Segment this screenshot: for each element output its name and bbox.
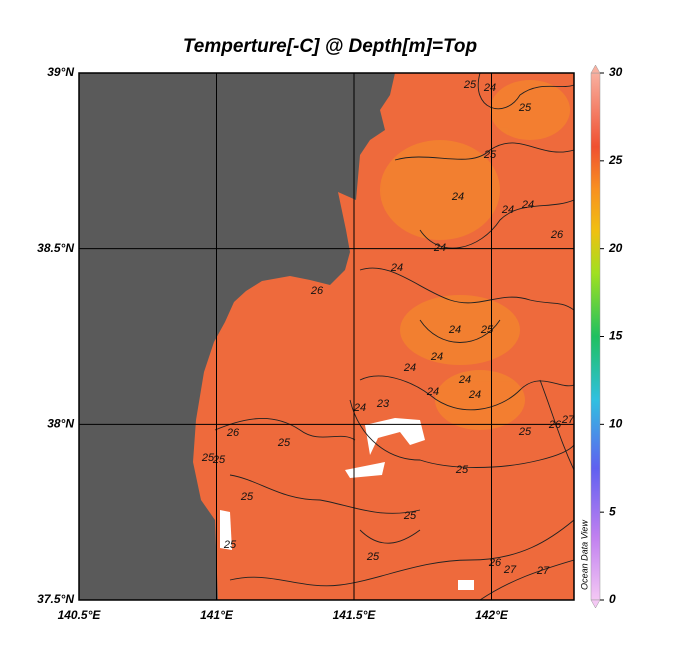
contour-label: 25	[240, 491, 254, 503]
warm-patches	[380, 80, 570, 430]
contour-label: 24	[390, 262, 403, 274]
contour-label: 25	[518, 426, 532, 438]
colorbar-tick-label: 25	[608, 153, 623, 167]
colorbar-tick-label: 5	[609, 504, 616, 518]
x-tick-label: 142°E	[475, 608, 509, 622]
contour-label: 27	[536, 565, 550, 577]
colorbar-tick-label: 15	[609, 329, 623, 343]
x-tick-label: 140.5°E	[58, 608, 102, 622]
contour-label: 25	[463, 79, 477, 91]
x-tick-label: 141.5°E	[333, 608, 377, 622]
plot-frame	[78, 72, 575, 601]
contour-label: 24	[483, 82, 496, 94]
watermark: Ocean Data View	[579, 520, 589, 590]
contour-label: 25	[455, 464, 469, 476]
contour-label: 23	[376, 398, 390, 410]
contour-label: 24	[448, 324, 461, 336]
contour-label: 25	[223, 539, 237, 551]
contour-label: 24	[451, 191, 464, 203]
colorbar-tick-label: 0	[609, 592, 616, 606]
contour-label: 27	[561, 414, 575, 426]
contour-label: 25	[277, 437, 291, 449]
y-tick-label: 38°N	[47, 417, 74, 431]
colorbar-tick-label: 20	[608, 241, 623, 255]
contour-label: 24	[353, 402, 366, 414]
contour-label: 24	[433, 242, 446, 254]
colorbar-tick-label: 30	[609, 65, 623, 79]
contour-label: 25	[201, 452, 215, 464]
y-tick-label: 37.5°N	[37, 592, 74, 606]
contour-label: 27	[503, 564, 517, 576]
contour-label: 25	[366, 551, 380, 563]
contour-label: 24	[426, 386, 439, 398]
colorbar	[590, 72, 601, 601]
contour-label: 25	[480, 324, 494, 336]
contour-label: 25	[403, 510, 417, 522]
contour-label: 26	[310, 285, 324, 297]
contour-label: 24	[430, 351, 443, 363]
contour-label: 24	[403, 362, 416, 374]
y-tick-label: 39°N	[47, 65, 74, 79]
map-title: Temperture[-C] @ Depth[m]=Top	[183, 36, 477, 57]
contour-label: 25	[483, 149, 497, 161]
contour-label: 24	[458, 374, 471, 386]
contour-label: 26	[488, 557, 502, 569]
contour-label: 25	[212, 454, 226, 466]
x-tick-label: 141°E	[200, 608, 234, 622]
contour-lines	[214, 73, 574, 600]
colorbar-tick-label: 10	[609, 417, 623, 431]
no-data-patches	[220, 418, 474, 590]
contour-label: 25	[518, 102, 532, 114]
colorbar-bottom-arrow	[590, 599, 601, 609]
contour-label: 24	[468, 389, 481, 401]
contour-label: 26	[226, 427, 240, 439]
colorbar-top-arrow	[590, 64, 601, 74]
land	[79, 73, 395, 600]
contour-label: 26	[548, 419, 562, 431]
contour-label: 26	[550, 229, 564, 241]
y-tick-label: 38.5°N	[37, 241, 74, 255]
contour-label: 24	[521, 199, 534, 211]
contour-label: 24	[501, 204, 514, 216]
